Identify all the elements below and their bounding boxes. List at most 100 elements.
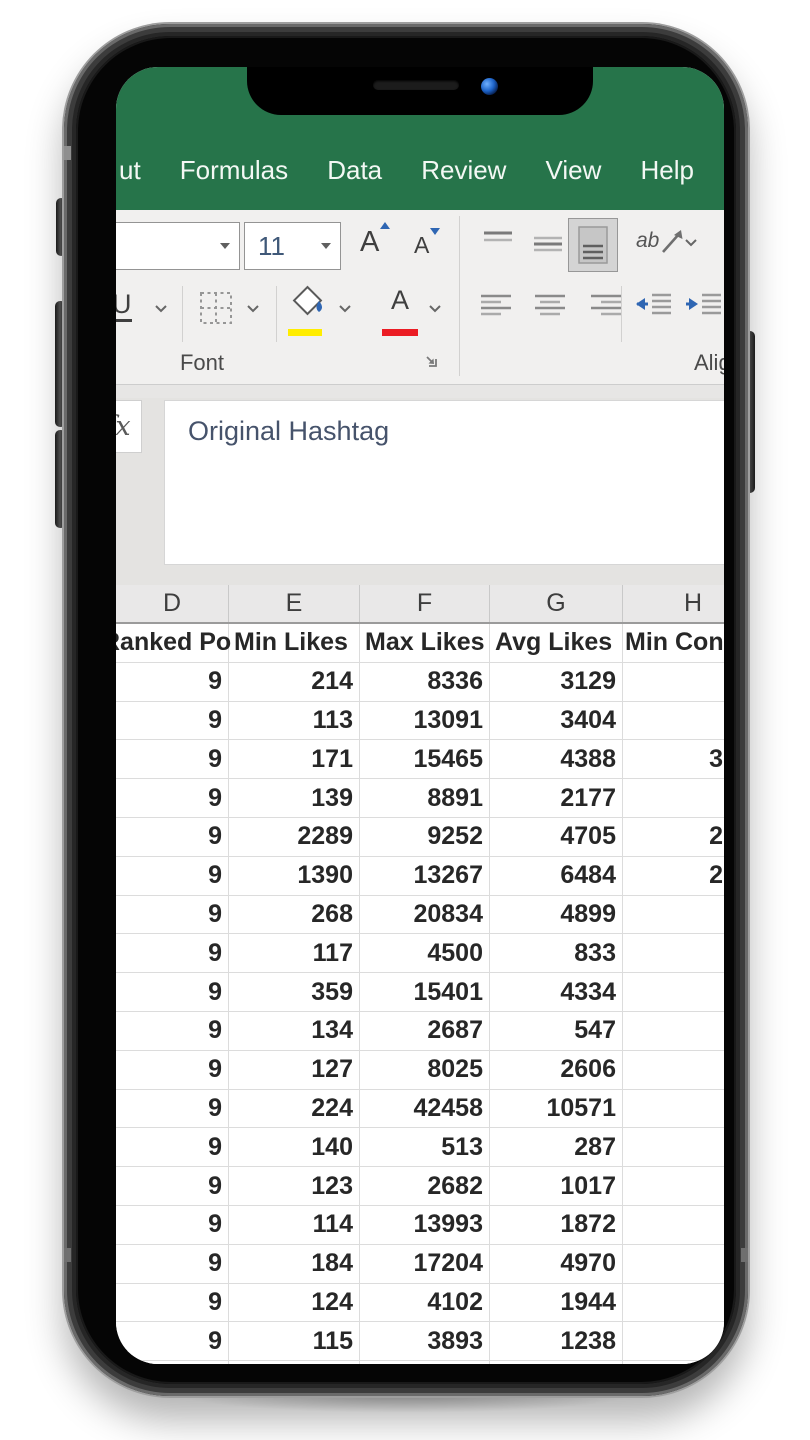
header-cell-min-comments[interactable]: Min Con — [625, 628, 724, 657]
align-right-button[interactable] — [588, 288, 624, 324]
cell-g[interactable]: 4970 — [490, 1244, 623, 1283]
column-header-d[interactable]: D — [116, 585, 229, 622]
column-header-e[interactable]: E — [229, 585, 360, 622]
cell-h[interactable]: 2 — [709, 822, 723, 851]
shrink-font-button[interactable]: A — [414, 228, 441, 258]
orientation-button[interactable]: ab — [636, 226, 685, 256]
volume-up-button[interactable] — [55, 301, 66, 427]
cell-d[interactable]: 9 — [116, 817, 229, 856]
cell-h[interactable] — [623, 1322, 724, 1360]
cell-h[interactable]: 3 — [709, 744, 723, 773]
cell-g[interactable]: 10571 — [490, 1089, 623, 1128]
cell-d[interactable]: 9 — [116, 1128, 229, 1167]
cell-h[interactable] — [623, 1206, 724, 1244]
tab-data[interactable]: Data — [327, 155, 383, 185]
cell-g[interactable]: 2606 — [490, 1050, 623, 1089]
cell-g[interactable]: 2177 — [490, 779, 623, 817]
align-left-button[interactable] — [478, 288, 514, 324]
cell-h[interactable] — [623, 663, 724, 701]
cell-d[interactable]: 9 — [116, 1283, 229, 1322]
align-bottom-button-selected[interactable] — [568, 218, 618, 272]
cell-d[interactable]: 9 — [116, 1205, 229, 1244]
cell-g[interactable]: 4705 — [490, 817, 623, 856]
header-cell-ranked-po[interactable]: Ranked Po — [116, 624, 231, 662]
cell-f[interactable]: 513 — [360, 1128, 490, 1167]
cell-g[interactable]: 833 — [490, 934, 623, 973]
cell-e[interactable]: 359 — [229, 973, 360, 1011]
cell-f[interactable] — [360, 1361, 490, 1364]
cell-g[interactable]: 3129 — [490, 662, 623, 701]
cell-h[interactable] — [623, 1012, 724, 1050]
cell-e[interactable]: 224 — [229, 1089, 360, 1128]
cell-f[interactable]: 8336 — [360, 662, 490, 701]
cell-d[interactable]: 9 — [116, 1167, 229, 1205]
underline-button[interactable]: U — [116, 289, 132, 322]
cell-e[interactable]: 113 — [229, 701, 360, 740]
cell-g[interactable]: 4899 — [490, 895, 623, 934]
cell-f[interactable]: 2682 — [360, 1167, 490, 1205]
header-cell-max-likes[interactable]: Max Likes — [360, 624, 490, 662]
increase-indent-button[interactable] — [684, 288, 724, 324]
formula-bar-input[interactable]: Original Hashtag — [164, 400, 724, 565]
fill-color-button[interactable] — [288, 284, 330, 336]
cell-g[interactable]: 1872 — [490, 1205, 623, 1244]
cell-d[interactable]: 9 — [116, 1244, 229, 1283]
tab-formulas[interactable]: Formulas — [179, 155, 289, 185]
cell-h[interactable] — [623, 1090, 724, 1128]
cell-g[interactable]: 547 — [490, 1011, 623, 1050]
cell-h[interactable] — [623, 1361, 724, 1364]
cell-e[interactable]: 127 — [229, 1050, 360, 1089]
cell-e[interactable]: 114 — [229, 1205, 360, 1244]
cell-f[interactable]: 2687 — [360, 1011, 490, 1050]
cell-g[interactable]: 1944 — [490, 1283, 623, 1322]
cell-f[interactable]: 9252 — [360, 817, 490, 856]
tab-help[interactable]: Help — [640, 155, 694, 185]
align-center-button[interactable] — [532, 288, 568, 324]
font-name-select[interactable] — [116, 222, 240, 270]
cell-d[interactable]: 9 — [116, 1050, 229, 1089]
cell-d[interactable]: 9 — [116, 1089, 229, 1128]
cell-g[interactable]: 4334 — [490, 973, 623, 1011]
orientation-dropdown[interactable] — [684, 238, 698, 248]
cell-f[interactable]: 13267 — [360, 856, 490, 895]
align-top-button[interactable] — [480, 226, 516, 262]
tab-view[interactable]: View — [545, 155, 602, 185]
cell-g[interactable]: 4388 — [490, 740, 623, 779]
cell-e[interactable]: 134 — [229, 1011, 360, 1050]
cell-f[interactable]: 4500 — [360, 934, 490, 973]
cell-d[interactable]: 9 — [116, 701, 229, 740]
cell-d[interactable]: 9 — [116, 934, 229, 973]
cell-d[interactable]: 9 — [116, 973, 229, 1011]
header-cell-min-likes[interactable]: Min Likes — [229, 624, 360, 662]
cell-g[interactable]: 6484 — [490, 856, 623, 895]
fill-color-dropdown[interactable] — [338, 304, 352, 314]
header-cell-avg-likes[interactable]: Avg Likes — [490, 624, 623, 662]
cell-f[interactable]: 15465 — [360, 740, 490, 779]
cell-f[interactable]: 17204 — [360, 1244, 490, 1283]
cell-d[interactable]: 9 — [116, 1322, 229, 1361]
cell-f[interactable]: 13993 — [360, 1205, 490, 1244]
cell-h[interactable] — [623, 934, 724, 972]
cell-e[interactable]: 115 — [229, 1322, 360, 1361]
mute-switch[interactable] — [56, 198, 66, 256]
cell-h[interactable] — [623, 1167, 724, 1205]
cell-g[interactable]: 287 — [490, 1128, 623, 1167]
borders-dropdown[interactable] — [246, 304, 260, 314]
tab-layout-partial[interactable]: ut — [119, 155, 141, 185]
cell-g[interactable]: 1017 — [490, 1167, 623, 1205]
cell-f[interactable]: 42458 — [360, 1089, 490, 1128]
decrease-indent-button[interactable] — [634, 288, 674, 324]
cell-h[interactable] — [623, 896, 724, 934]
cell-d[interactable]: 9 — [116, 662, 229, 701]
cell-g[interactable]: 3404 — [490, 701, 623, 740]
cell-h[interactable] — [623, 1128, 724, 1166]
cell-f[interactable]: 15401 — [360, 973, 490, 1011]
align-middle-button[interactable] — [530, 226, 566, 262]
column-header-g[interactable]: G — [490, 585, 623, 622]
cell-h[interactable] — [623, 1284, 724, 1322]
cell-d[interactable] — [116, 1361, 229, 1364]
cell-e[interactable]: 139 — [229, 779, 360, 817]
cell-h[interactable] — [623, 1245, 724, 1283]
cell-d[interactable]: 9 — [116, 740, 229, 779]
cell-f[interactable]: 3893 — [360, 1322, 490, 1361]
